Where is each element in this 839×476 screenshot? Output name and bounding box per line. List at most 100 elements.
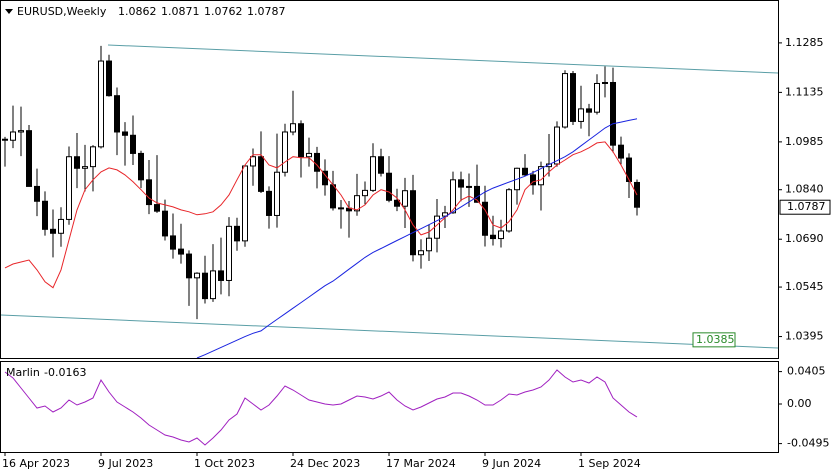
- moving-average: [4, 141, 638, 289]
- candle-body: [562, 73, 568, 128]
- candle-body: [586, 108, 592, 113]
- candle-body: [354, 195, 360, 212]
- candle-body: [410, 190, 416, 256]
- price-label-box: [692, 332, 736, 348]
- candle-body: [578, 108, 584, 122]
- candle-body: [298, 123, 304, 158]
- candle-body: [394, 199, 400, 207]
- y-tick-label: 1.1285: [785, 36, 824, 49]
- candle-body: [82, 166, 88, 169]
- candle-body: [66, 156, 72, 220]
- candle-body: [138, 152, 144, 181]
- candle-body: [554, 126, 560, 165]
- candle-body: [154, 204, 160, 212]
- candle-body: [378, 156, 384, 174]
- header-open: 1.0862: [118, 5, 157, 18]
- candle-body: [90, 146, 96, 168]
- candle-body: [242, 165, 248, 242]
- candle-body: [338, 207, 344, 210]
- candle-body: [146, 179, 152, 206]
- x-tick-label: 1 Oct 2023: [194, 457, 255, 470]
- y-tick-label: 1.0395: [785, 330, 824, 343]
- candle-body: [402, 190, 408, 207]
- candle-body: [594, 82, 600, 113]
- candle-body: [106, 60, 112, 97]
- x-tick-label: 9 Jun 2024: [482, 457, 541, 470]
- candle-body: [386, 172, 392, 201]
- candle-body: [570, 73, 576, 122]
- candle-body: [250, 156, 256, 167]
- candle-body: [218, 270, 224, 281]
- candle-body: [74, 156, 80, 169]
- oscillator-line: [4, 369, 638, 446]
- candle-body: [418, 250, 424, 256]
- candle-body: [450, 179, 456, 214]
- candle-body: [618, 144, 624, 159]
- candle-body: [610, 81, 616, 146]
- price-label: 1.0385: [696, 333, 735, 346]
- candle-body: [170, 235, 176, 250]
- y-tick-label: 0.0405: [787, 365, 826, 378]
- candle-body: [290, 123, 296, 133]
- candle-body: [10, 131, 16, 141]
- main-panel-frame: [0, 0, 779, 359]
- candle-body: [186, 253, 192, 279]
- candle-body: [258, 156, 264, 192]
- candle-body: [466, 185, 472, 188]
- y-tick-label: 1.0545: [785, 280, 824, 293]
- candle-body: [626, 157, 632, 182]
- candle-body: [114, 95, 120, 133]
- candle-body: [442, 212, 448, 217]
- candle-body: [18, 130, 24, 133]
- candle-body: [362, 189, 368, 197]
- candle-body: [530, 174, 536, 186]
- header-close: 1.0787: [247, 5, 286, 18]
- candle-body: [210, 270, 216, 300]
- current-price-label: 1.0787: [787, 200, 826, 213]
- candle-body: [178, 248, 184, 255]
- main-plot: 1.0385: [2, 45, 736, 358]
- oscillator-title: Marlin: [6, 366, 40, 379]
- candle-body: [130, 134, 136, 154]
- candle-body: [314, 152, 320, 172]
- candle-body: [202, 272, 208, 300]
- candle-body: [58, 218, 64, 234]
- candle-body: [370, 156, 376, 191]
- moving-average: [196, 118, 638, 358]
- candle-body: [274, 171, 280, 216]
- oscillator-value: -0.0163: [44, 366, 86, 379]
- candle-body: [98, 60, 104, 148]
- candle-body: [306, 152, 312, 158]
- upper-trend-line: [107, 44, 778, 74]
- candle-body: [162, 210, 168, 237]
- candle-body: [266, 190, 272, 216]
- y-tick-label: 1.0690: [785, 232, 824, 245]
- y-tick-label: 1.1135: [785, 85, 824, 98]
- y-tick-label: -0.0495: [787, 437, 829, 450]
- candle-body: [26, 130, 32, 187]
- y-tick-label: 0.00: [787, 397, 812, 410]
- candle-body: [602, 81, 608, 84]
- collapse-arrow[interactable]: [5, 9, 13, 14]
- header-high: 1.0871: [161, 5, 200, 18]
- x-tick-label: 17 Mar 2024: [386, 457, 456, 470]
- x-tick-label: 1 Sep 2024: [578, 457, 641, 470]
- candle-body: [498, 230, 504, 240]
- axes: 1.1285 1.1135 1.0985 1.0840 1.0690 1.0545 1.03…: [2, 36, 831, 470]
- x-tick-label: 9 Jul 2023: [98, 457, 153, 470]
- candle-body: [506, 189, 512, 232]
- candle-body: [490, 234, 496, 240]
- current-price-box: [779, 199, 831, 215]
- candle-body: [194, 272, 200, 279]
- candle-body: [282, 131, 288, 173]
- lower-trend-line: [1, 314, 778, 349]
- x-tick-label: 16 Apr 2023: [2, 457, 70, 470]
- header-low: 1.0762: [204, 5, 243, 18]
- trend-channel: [1, 44, 778, 349]
- symbol-title: EURUSD,Weekly: [17, 5, 107, 18]
- x-tick-label: 24 Dec 2023: [290, 457, 360, 470]
- candle-body: [50, 228, 56, 234]
- y-tick-label: 1.0985: [785, 135, 824, 148]
